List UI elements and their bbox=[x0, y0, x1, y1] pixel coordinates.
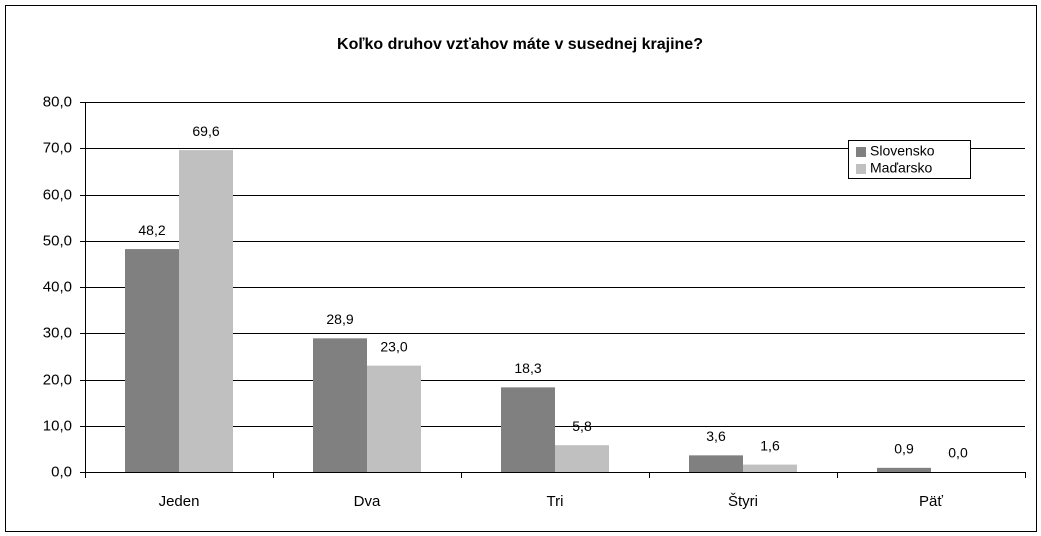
legend-swatch bbox=[856, 147, 866, 157]
data-label: 0,9 bbox=[894, 441, 914, 457]
data-label: 18,3 bbox=[514, 360, 541, 376]
bar bbox=[313, 338, 367, 472]
data-label: 1,6 bbox=[760, 437, 780, 453]
legend-label: Slovensko bbox=[870, 143, 935, 159]
bar bbox=[689, 455, 743, 472]
x-tick-label: Jeden bbox=[159, 493, 200, 510]
data-label: 3,6 bbox=[706, 428, 726, 444]
bar bbox=[555, 445, 609, 472]
data-label: 0,0 bbox=[948, 445, 968, 461]
y-tick-label: 0,0 bbox=[51, 463, 72, 480]
y-tick-label: 30,0 bbox=[43, 324, 72, 341]
y-tick-label: 70,0 bbox=[43, 139, 72, 156]
y-tick-label: 10,0 bbox=[43, 417, 72, 434]
data-label: 5,8 bbox=[572, 418, 592, 434]
y-tick-label: 50,0 bbox=[43, 232, 72, 249]
data-label: 23,0 bbox=[380, 338, 407, 354]
bar bbox=[179, 150, 233, 472]
legend-swatch bbox=[856, 164, 866, 174]
y-tick-label: 60,0 bbox=[43, 186, 72, 203]
y-tick-label: 40,0 bbox=[43, 278, 72, 295]
chart-title: Koľko druhov vzťahov máte v susednej kra… bbox=[337, 36, 703, 53]
bar bbox=[877, 467, 931, 472]
bar bbox=[501, 387, 555, 472]
x-tick-label: Štyri bbox=[728, 493, 758, 510]
y-tick-label: 20,0 bbox=[43, 371, 72, 388]
legend-box bbox=[848, 140, 971, 179]
bar bbox=[367, 365, 421, 472]
bar bbox=[125, 249, 179, 472]
data-label: 48,2 bbox=[138, 222, 165, 238]
x-tick-label: Tri bbox=[547, 493, 564, 510]
data-label: 28,9 bbox=[326, 311, 353, 327]
data-label: 69,6 bbox=[192, 123, 219, 139]
x-tick-label: Päť bbox=[919, 493, 943, 510]
bar bbox=[743, 464, 797, 472]
x-tick-label: Dva bbox=[354, 493, 381, 510]
y-tick-label: 80,0 bbox=[43, 93, 72, 110]
legend-label: Maďarsko bbox=[870, 160, 933, 176]
